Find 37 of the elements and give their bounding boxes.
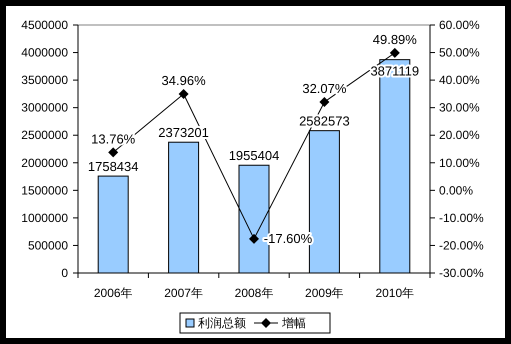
y2-tick-label: -30.00% (439, 266, 484, 280)
x-tick-label: 2010年 (375, 286, 414, 300)
y-tick-label: 4500000 (21, 18, 68, 32)
y2-tick-label: 40.00% (439, 73, 480, 88)
point (108, 147, 118, 158)
data-label: 1758434 (88, 159, 139, 174)
point (390, 48, 400, 58)
y-tick-label: 4000000 (21, 46, 68, 60)
data-label: 1955404 (228, 148, 280, 164)
data-label: 32.07% (302, 80, 347, 96)
y-tick-label: 3500000 (21, 73, 68, 88)
y-tick-label: 3000000 (21, 100, 68, 115)
point (249, 234, 259, 244)
point (319, 96, 330, 107)
x-tick-label: 2008年 (234, 286, 274, 300)
y2-tick-label: -10.00% (439, 210, 484, 225)
y-tick-label: 1000000 (21, 210, 68, 225)
y2-tick-label: 10.00% (439, 156, 480, 170)
y-tick-label: 0 (61, 266, 68, 280)
x-tick-label: 2009年 (305, 286, 344, 300)
y-tick-label: 500000 (28, 238, 68, 252)
y2-tick-label: 50.00% (439, 46, 480, 60)
point (178, 89, 189, 99)
y2-tick-label: 0.00% (439, 183, 474, 198)
y2-tick-label: 60.00% (439, 18, 480, 32)
y2-tick-label: -20.00% (439, 238, 484, 252)
data-label: 49.89% (372, 32, 418, 47)
x-tick-label: 2007年 (164, 286, 203, 300)
y-tick-label: 2000000 (21, 156, 68, 170)
legend-label: 利润总额 (198, 316, 246, 330)
y-tick-label: 2500000 (21, 128, 68, 142)
legend-label: 增幅 (281, 316, 306, 330)
y-tick-label: 1500000 (21, 183, 68, 198)
x-tick-label: 2006年 (94, 286, 133, 300)
y2-tick-label: 20.00% (439, 128, 480, 142)
y2-tick-label: 30.00% (439, 100, 480, 115)
data-label: 34.96% (162, 73, 206, 88)
